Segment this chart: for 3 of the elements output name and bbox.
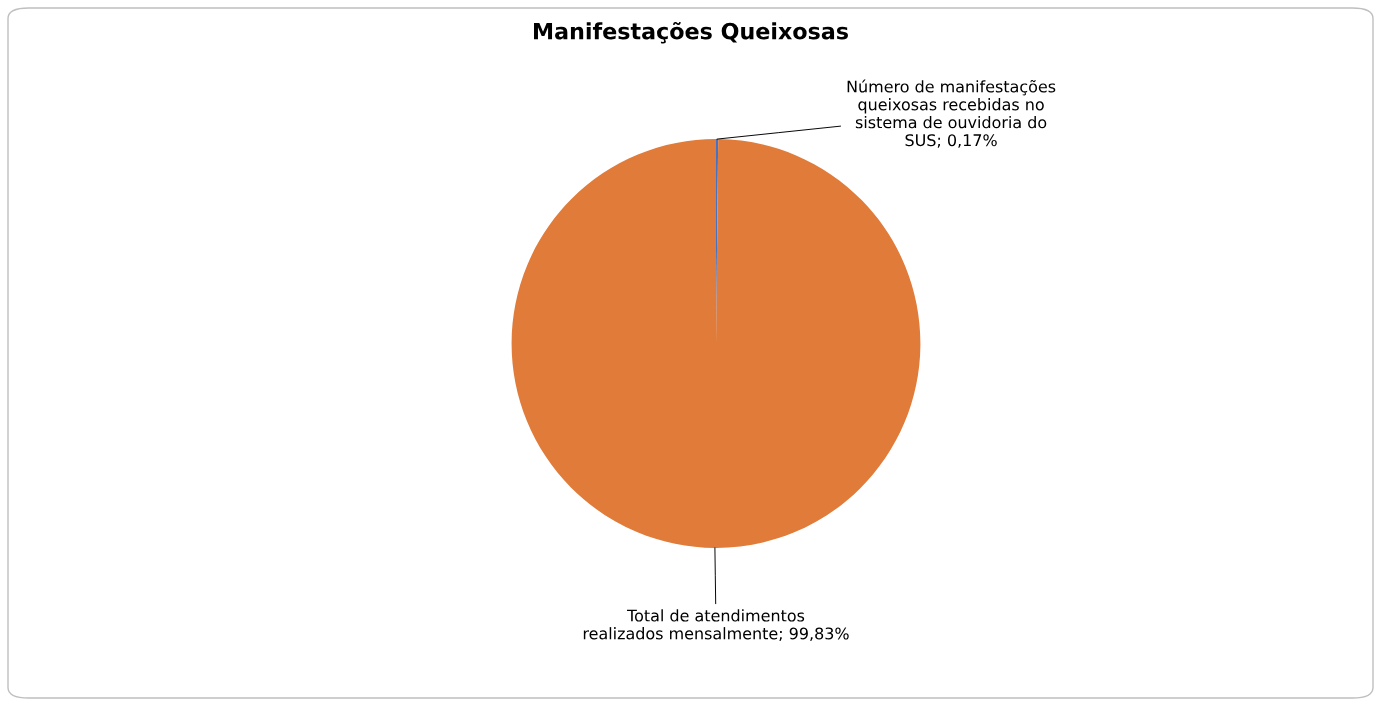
slice-label: Número de manifestações queixosas recebidas no sistema de ouvidoria do SUS; 0,17% [847,79,1056,148]
slice-label: Total de atendimentos realizados mensalmente; 99,83% [583,609,849,642]
chart-title: Manifestações Queixosas [534,21,848,44]
